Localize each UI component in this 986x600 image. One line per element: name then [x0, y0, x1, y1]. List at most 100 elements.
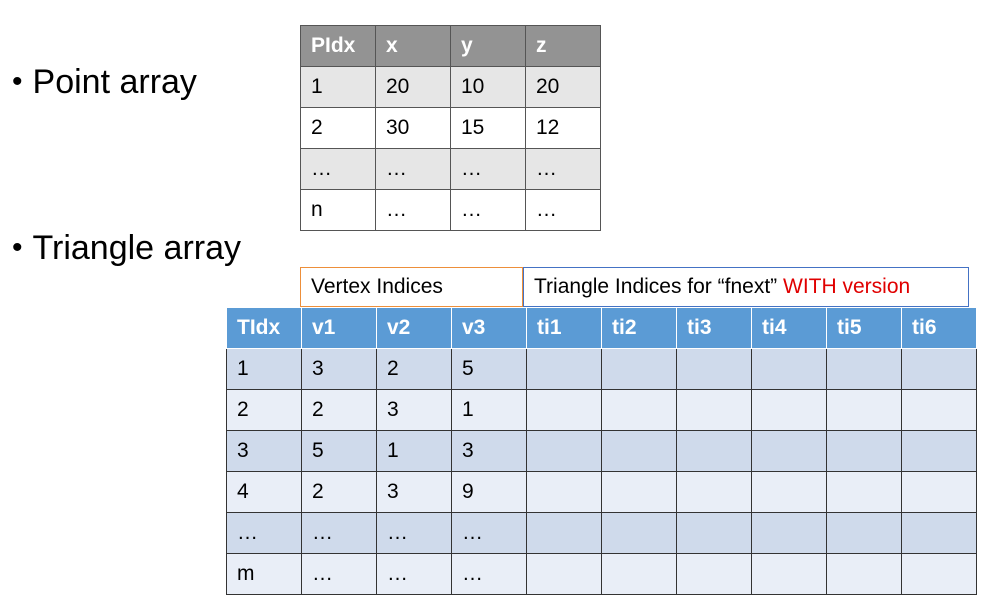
with-version-highlight: WITH version	[783, 275, 911, 298]
table-cell	[826, 389, 902, 431]
table-cell	[676, 471, 752, 513]
table-cell: …	[226, 512, 302, 554]
table-cell	[826, 430, 902, 472]
table-cell	[901, 553, 977, 595]
table-cell: 12	[525, 107, 601, 149]
triangle-header-cell: ti3	[676, 307, 752, 349]
table-cell: 3	[226, 430, 302, 472]
table-cell	[901, 471, 977, 513]
table-cell	[826, 471, 902, 513]
point-array-heading: Point array	[32, 63, 197, 101]
triangle-header-cell: ti4	[751, 307, 827, 349]
table-cell: …	[451, 553, 527, 595]
table-cell: 4	[226, 471, 302, 513]
table-cell	[751, 389, 827, 431]
table-cell: …	[301, 553, 377, 595]
point-table-header-row: PIdx x y z	[300, 25, 601, 67]
table-cell: …	[451, 512, 527, 554]
table-cell	[601, 430, 677, 472]
table-cell: 1	[451, 389, 527, 431]
table-cell: n	[300, 189, 376, 231]
triangle-header-cell: v3	[451, 307, 527, 349]
table-cell: m	[226, 553, 302, 595]
table-cell: 2	[301, 471, 377, 513]
table-row: … … … …	[300, 148, 601, 190]
table-cell	[601, 348, 677, 390]
table-cell	[601, 512, 677, 554]
table-cell: …	[301, 512, 377, 554]
triangle-table-header-row: TIdx v1 v2 v3 ti1 ti2 ti3 ti4 ti5 ti6	[226, 307, 977, 349]
table-cell: …	[300, 148, 376, 190]
table-cell	[601, 389, 677, 431]
table-cell: …	[375, 189, 451, 231]
table-cell: …	[525, 189, 601, 231]
table-cell	[526, 389, 602, 431]
table-row: …………	[226, 512, 977, 554]
table-cell: …	[376, 553, 452, 595]
table-cell: 10	[450, 66, 526, 108]
table-cell	[601, 553, 677, 595]
point-header-cell: z	[525, 25, 601, 67]
table-cell: 2	[300, 107, 376, 149]
table-cell	[751, 553, 827, 595]
table-cell: 30	[375, 107, 451, 149]
table-cell: 5	[301, 430, 377, 472]
table-cell	[826, 512, 902, 554]
triangle-header-cell: ti6	[901, 307, 977, 349]
point-header-cell: PIdx	[300, 25, 376, 67]
table-cell	[526, 512, 602, 554]
table-cell: …	[525, 148, 601, 190]
triangle-header-cell: ti5	[826, 307, 902, 349]
table-cell	[751, 471, 827, 513]
triangle-indices-group-label: Triangle Indices for “fnext” WITH versio…	[523, 267, 969, 307]
triangle-header-cell: v2	[376, 307, 452, 349]
table-cell	[676, 389, 752, 431]
table-cell	[526, 348, 602, 390]
table-cell	[751, 512, 827, 554]
triangle-array-heading: Triangle array	[32, 229, 241, 267]
table-cell	[526, 430, 602, 472]
table-cell: 1	[226, 348, 302, 390]
table-cell	[901, 512, 977, 554]
table-cell: …	[376, 512, 452, 554]
triangle-header-cell: ti2	[601, 307, 677, 349]
table-row: m………	[226, 553, 977, 595]
table-cell	[901, 430, 977, 472]
triangle-indices-prefix: Triangle Indices for “fnext”	[534, 275, 783, 298]
triangle-indices-text: Triangle Indices for “fnext” WITH versio…	[534, 275, 910, 299]
table-row: n … … …	[300, 189, 601, 231]
table-cell: 20	[375, 66, 451, 108]
table-cell: 3	[376, 471, 452, 513]
table-cell	[601, 471, 677, 513]
table-cell: 20	[525, 66, 601, 108]
bullet-dot: •	[12, 65, 23, 98]
table-cell	[676, 430, 752, 472]
table-cell	[526, 471, 602, 513]
table-cell: 2	[226, 389, 302, 431]
table-cell	[526, 553, 602, 595]
table-cell: 3	[301, 348, 377, 390]
table-cell	[826, 553, 902, 595]
table-cell	[676, 512, 752, 554]
table-cell: 2	[376, 348, 452, 390]
vertex-indices-text: Vertex Indices	[311, 275, 443, 298]
table-cell: …	[450, 189, 526, 231]
point-array-bullet: • Point array	[12, 62, 197, 102]
table-cell	[751, 348, 827, 390]
point-header-cell: x	[375, 25, 451, 67]
table-cell	[901, 389, 977, 431]
table-cell	[901, 348, 977, 390]
triangle-array-bullet: • Triangle array	[12, 228, 241, 268]
table-cell: 9	[451, 471, 527, 513]
table-cell	[751, 430, 827, 472]
vertex-indices-group-label: Vertex Indices	[300, 267, 523, 307]
point-array-table: PIdx x y z 1 20 10 20 2 30 15 12 … … … ……	[300, 25, 601, 231]
table-cell: 15	[450, 107, 526, 149]
triangle-header-cell: ti1	[526, 307, 602, 349]
table-cell: 5	[451, 348, 527, 390]
table-cell: 3	[451, 430, 527, 472]
